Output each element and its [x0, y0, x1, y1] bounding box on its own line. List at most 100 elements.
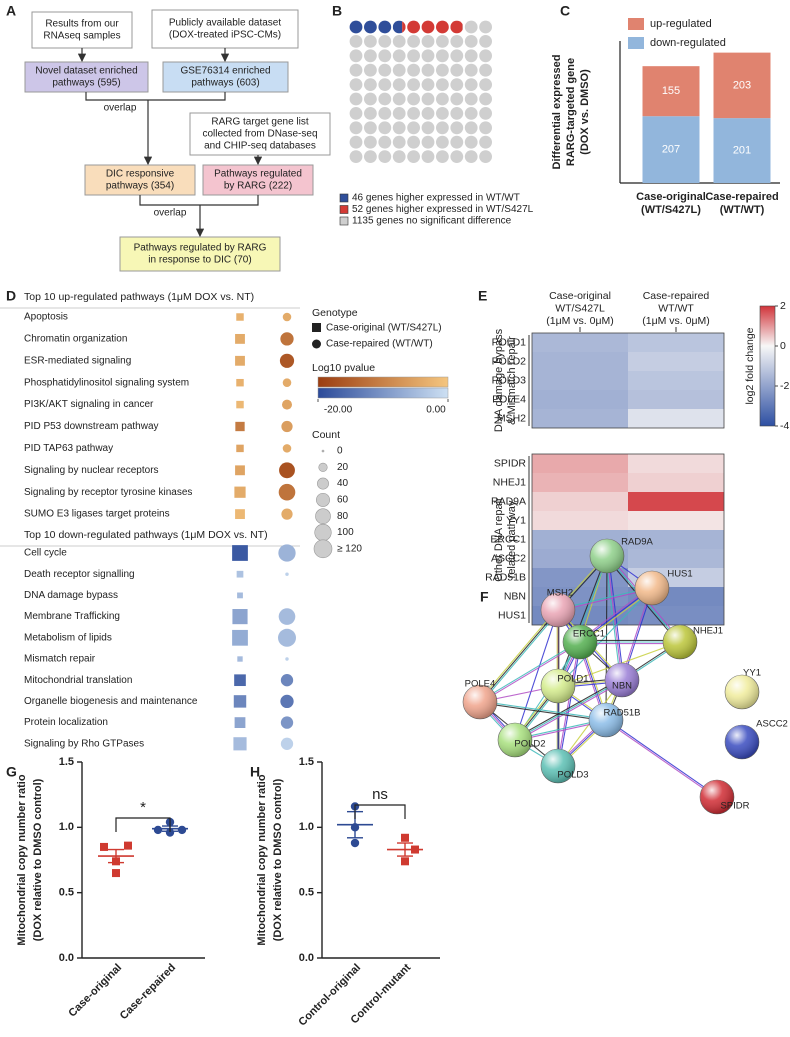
- pathway-label: Signaling by nuclear receptors: [24, 465, 159, 476]
- square-mark: [237, 592, 243, 599]
- pathway-label: Membrane Trafficking: [24, 611, 120, 622]
- pathway-label: Death receptor signalling: [24, 569, 135, 580]
- waffle-dot: [364, 92, 377, 106]
- y-tick-label: 0.5: [59, 887, 74, 899]
- square-mark: [233, 737, 247, 751]
- waffle-dot: [407, 92, 420, 106]
- panel-label: D: [6, 288, 16, 304]
- square-mark: [236, 400, 244, 409]
- waffle-dot: [421, 150, 435, 164]
- waffle-dot: [364, 150, 377, 164]
- circle-mark: [282, 399, 292, 410]
- waffle-dot: [402, 21, 406, 33]
- heatmap-cell: [532, 511, 628, 530]
- waffle-dot: [464, 150, 478, 164]
- square-mark: [235, 465, 245, 476]
- pathway-label: Signaling by Rho GTPases: [24, 738, 144, 749]
- section-title: Top 10 up-regulated pathways (1μM DOX vs…: [24, 291, 254, 303]
- waffle-dot: [421, 35, 435, 48]
- waffle-dot: [378, 78, 392, 91]
- waffle-dot: [407, 63, 420, 77]
- waffle-dot: [349, 20, 363, 34]
- node-label: RAD51B: [604, 708, 641, 719]
- waffle-dot: [436, 20, 449, 34]
- square-mark: [236, 378, 244, 387]
- significance-label: ns: [372, 786, 388, 803]
- waffle-dot: [392, 63, 406, 77]
- group-label: DNA damage bypass: [493, 328, 505, 432]
- waffle-dot: [464, 49, 478, 63]
- pathway-label: Organelle biogenesis and maintenance: [24, 696, 198, 707]
- legend-square: [312, 323, 321, 332]
- waffle-dot: [450, 63, 464, 77]
- legend-swatch: [628, 18, 644, 30]
- node-shine: [541, 669, 575, 703]
- circle-mark: [285, 657, 289, 661]
- flow-text: in response to DIC (70): [148, 255, 251, 266]
- waffle-dot: [436, 135, 449, 149]
- circle-mark: [282, 444, 292, 453]
- node-label: YY1: [743, 668, 761, 679]
- colorbar-tick: 2: [780, 300, 786, 312]
- circle-mark: [278, 483, 296, 501]
- size-label: 40: [337, 478, 349, 489]
- edge: [514, 679, 623, 741]
- circle-mark: [278, 628, 296, 647]
- node-shine: [635, 571, 669, 605]
- heatmap-cell: [532, 352, 628, 371]
- pathway-label: Protein localization: [24, 717, 108, 728]
- legend-text: down-regulated: [650, 37, 726, 49]
- waffle-dot: [421, 63, 435, 77]
- y-tick-label: 0.0: [299, 952, 314, 964]
- node-label: POLE4: [465, 679, 496, 690]
- waffle-dot: [378, 92, 392, 106]
- waffle-dot: [392, 107, 406, 120]
- node-shine: [498, 723, 532, 757]
- legend-text: 1135 genes no significant difference: [352, 216, 512, 227]
- legend-text: 46 genes higher expressed in WT/WT: [352, 193, 520, 204]
- flow-text: collected from DNase-seq: [202, 129, 317, 140]
- flow-box: [189, 112, 331, 156]
- waffle-dot: [450, 78, 464, 91]
- waffle-dot: [407, 121, 420, 135]
- size-legend: [313, 539, 333, 559]
- heatmap-frame: [531, 453, 725, 626]
- y-tick-label: 0.0: [59, 952, 74, 964]
- colorbar: [759, 305, 776, 427]
- size-label: 0: [337, 446, 343, 457]
- column-label: WT/WT: [658, 302, 694, 314]
- waffle-dot: [479, 121, 492, 135]
- waffle-dot: [464, 63, 478, 77]
- waffle-dot: [349, 63, 363, 77]
- waffle-dot: [436, 92, 449, 106]
- waffle-dot: [421, 20, 435, 34]
- y-tick-label: 1.0: [59, 821, 74, 833]
- circle-mark: [280, 694, 294, 709]
- node-label: POLD3: [557, 770, 588, 781]
- waffle-dot: [407, 135, 420, 149]
- waffle-dot: [436, 150, 449, 164]
- flow-text: pathways (603): [191, 78, 259, 89]
- waffle-dot: [450, 135, 464, 149]
- square-mark: [232, 629, 248, 646]
- heatmap-cell: [628, 549, 724, 568]
- heatmap-cell: [532, 371, 628, 390]
- gene-label: NHEJ1: [493, 476, 526, 488]
- flow-text: RARG target gene list: [211, 117, 308, 128]
- y-axis-label: RARG-targeted gene: [565, 58, 577, 166]
- waffle-dot: [392, 35, 406, 48]
- waffle-dot: [464, 20, 478, 34]
- flow-text: Novel dataset enriched: [35, 66, 137, 77]
- node-label: ERCC1: [573, 629, 605, 640]
- square-mark: [234, 486, 246, 498]
- edge: [514, 609, 559, 741]
- waffle-dot: [464, 35, 478, 48]
- edge: [480, 700, 607, 720]
- waffle-dot: [450, 150, 464, 164]
- column-label: (1μM vs. 0μM): [642, 315, 710, 327]
- node-shine: [725, 725, 759, 759]
- gene-label: ASCC2: [491, 552, 526, 564]
- edge: [513, 678, 622, 740]
- heatmap-cell: [532, 473, 628, 492]
- colorbar-tick: -2: [780, 380, 789, 392]
